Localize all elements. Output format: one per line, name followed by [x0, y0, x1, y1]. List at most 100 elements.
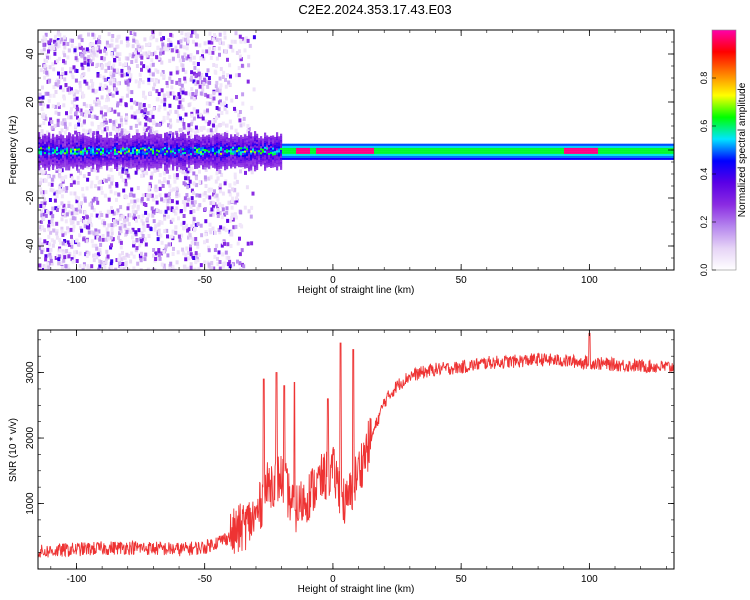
heatmap-cell [61, 241, 65, 246]
heatmap-cell [171, 56, 175, 61]
heatmap-cell [434, 155, 437, 158]
heatmap-cell [151, 114, 155, 119]
heatmap-cell [294, 151, 297, 154]
heatmap-cell [200, 155, 203, 158]
heatmap-cell [228, 142, 231, 145]
heatmap-cell [400, 151, 403, 154]
heatmap-cell [144, 162, 147, 165]
heatmap-cell [105, 40, 109, 45]
heatmap-cell [120, 122, 124, 127]
heatmap-cell [186, 156, 189, 159]
heatmap-cell [41, 190, 45, 195]
heatmap-cell [360, 149, 363, 152]
heatmap-cell [286, 147, 289, 150]
heatmap-cell [386, 143, 389, 146]
heatmap-cell [209, 187, 213, 192]
heatmap-cell [422, 149, 425, 152]
heatmap-cell [201, 116, 205, 121]
heatmap-cell [230, 146, 233, 149]
heatmap-cell [90, 161, 93, 164]
heatmap-cell [180, 133, 183, 136]
heatmap-cell [198, 135, 201, 138]
heatmap-cell [204, 160, 207, 164]
heatmap-cell [68, 122, 72, 127]
heatmap-cell [228, 154, 231, 157]
heatmap-cell [100, 159, 103, 162]
heatmap-cell [52, 161, 55, 164]
heatmap-cell [64, 264, 68, 269]
heatmap-cell [236, 132, 240, 137]
heatmap-cell [129, 31, 133, 35]
heatmap-cell [70, 87, 73, 92]
heatmap-cell [198, 137, 201, 140]
heatmap-cell [106, 158, 109, 161]
heatmap-cell [212, 204, 215, 209]
heatmap-cell [252, 164, 255, 167]
heatmap-cell [162, 250, 166, 255]
heatmap-cell [60, 188, 64, 193]
heatmap-cell [234, 144, 237, 147]
heatmap-cell [362, 155, 365, 158]
heatmap-cell [258, 148, 261, 151]
heatmap-cell [89, 184, 93, 189]
heatmap-cell [128, 158, 131, 161]
heatmap-cell [38, 136, 41, 139]
heatmap-cell [380, 147, 383, 150]
heatmap-cell [338, 157, 341, 160]
heatmap-cell [218, 135, 221, 138]
heatmap-cell [140, 143, 143, 146]
heatmap-cell [64, 242, 68, 247]
heatmap-cell [304, 157, 307, 160]
heatmap-cell [96, 145, 99, 149]
heatmap-cell [224, 104, 228, 108]
heatmap-cell [236, 148, 239, 151]
heatmap-cell [56, 83, 60, 88]
heatmap-cell [87, 225, 91, 230]
heatmap-cell [117, 34, 121, 39]
heatmap-cell [87, 67, 91, 72]
heatmap-cell [175, 200, 179, 205]
heatmap-cell [118, 231, 122, 236]
heatmap-cell [284, 153, 287, 156]
heatmap-cell [50, 177, 54, 182]
heatmap-cell [62, 203, 66, 208]
heatmap-cell [52, 137, 55, 140]
heatmap-cell [136, 150, 139, 154]
heatmap-cell [382, 143, 385, 146]
heatmap-cell [90, 167, 94, 172]
heatmap-cell [241, 92, 245, 97]
heatmap-cell [93, 33, 97, 38]
heatmap-cell [82, 264, 86, 269]
heatmap-cell [320, 153, 323, 156]
heatmap-cell [71, 38, 74, 43]
heatmap-cell [90, 139, 93, 142]
heatmap-cell [196, 134, 199, 137]
heatmap-cell [70, 150, 73, 153]
heatmap-cell [206, 153, 209, 156]
heatmap-cell [278, 138, 281, 141]
heatmap-cell [52, 85, 56, 90]
heatmap-cell [176, 118, 180, 123]
heatmap-cell [302, 147, 305, 150]
heatmap-cell [410, 147, 413, 150]
heatmap-cell [220, 140, 223, 143]
heatmap-cell [204, 144, 207, 148]
heatmap-cell [70, 241, 74, 245]
heatmap-cell [87, 113, 91, 118]
heatmap-cell [135, 246, 139, 251]
heatmap-cell [254, 143, 257, 146]
heatmap-cell [90, 159, 93, 162]
heatmap-cell [242, 164, 245, 167]
heatmap-cell [344, 153, 347, 156]
heatmap-cell [132, 157, 135, 160]
heatmap-cell [160, 120, 164, 124]
heatmap-cell [64, 160, 67, 163]
heatmap-cell [212, 147, 215, 150]
heatmap-cell [264, 140, 267, 143]
heatmap-cell [166, 234, 169, 239]
heatmap-cell [380, 145, 383, 148]
heatmap-cell [67, 229, 71, 234]
heatmap-cell [318, 149, 321, 152]
heatmap-cell [380, 149, 383, 152]
heatmap-cell [208, 154, 211, 157]
